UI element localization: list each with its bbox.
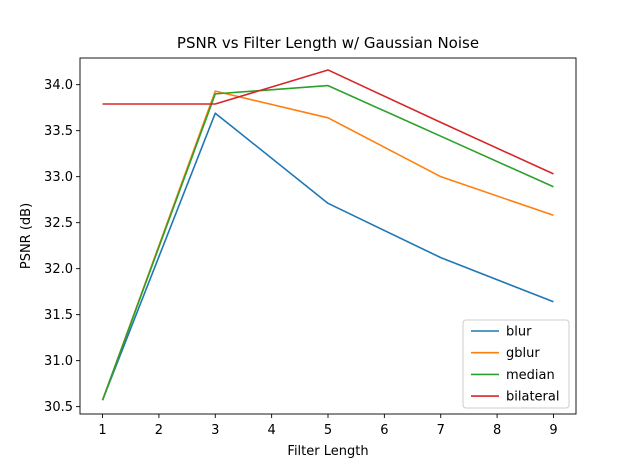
y-tick-label: 33.0	[44, 170, 73, 185]
x-tick-label: 9	[549, 423, 557, 438]
y-tick-label: 32.0	[44, 262, 73, 277]
y-tick-label: 31.5	[44, 308, 73, 323]
legend-label-median: median	[506, 368, 555, 383]
x-tick-label: 8	[493, 423, 501, 438]
y-tick-label: 33.5	[44, 124, 73, 139]
legend: blur gblur median bilateral	[462, 319, 570, 409]
series-line-blur	[101, 112, 554, 401]
chart-title: PSNR vs Filter Length w/ Gaussian Noise	[177, 34, 479, 52]
y-tick-label: 31.0	[44, 354, 73, 369]
x-tick-label: 6	[380, 423, 388, 438]
series-line-median	[101, 84, 554, 401]
legend-label-bilateral: bilateral	[506, 390, 559, 405]
x-tick-label: 2	[155, 423, 163, 438]
legend-box	[462, 319, 570, 409]
x-tick-label: 5	[324, 423, 332, 438]
x-axis-label: Filter Length	[287, 444, 368, 459]
y-tick-label: 34.0	[44, 78, 73, 93]
y-axis-label: PSNR (dB)	[19, 203, 34, 269]
x-tick-label: 7	[437, 423, 445, 438]
legend-label-blur: blur	[506, 325, 532, 340]
y-tick-label: 30.5	[44, 400, 73, 415]
x-tick-label: 3	[211, 423, 219, 438]
x-tick-label: 1	[98, 423, 106, 438]
plot-area: 1 2 3 4 5 6 7 8 9 30.5 31.0 31.5 32.0 32.5 33.0 33.5 34.…	[44, 57, 577, 438]
legend-label-gblur: gblur	[506, 346, 540, 361]
x-tick-label: 4	[267, 423, 275, 438]
series-line-bilateral	[102, 69, 554, 175]
y-tick-label: 32.5	[44, 216, 73, 231]
